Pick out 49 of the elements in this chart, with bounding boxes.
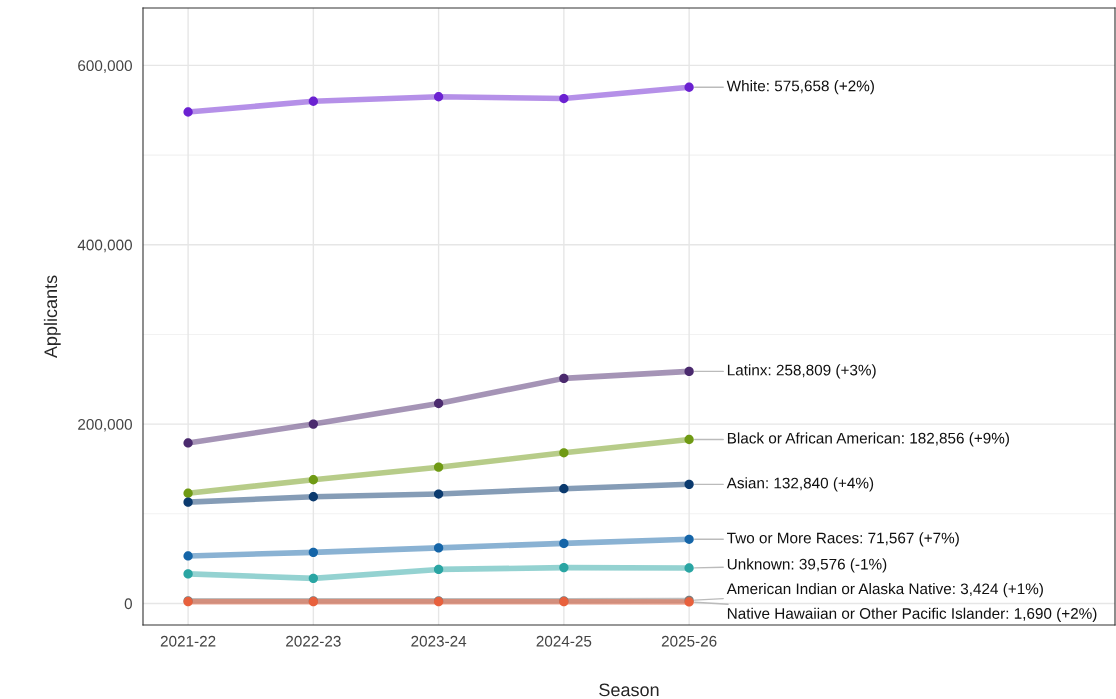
point bbox=[684, 563, 694, 573]
point bbox=[308, 419, 319, 429]
annotation: Black or African American: 182,856 (+9%) bbox=[727, 432, 1009, 447]
point bbox=[433, 92, 444, 102]
y-tick-label: 200,000 bbox=[78, 418, 132, 432]
x-axis-title: Season bbox=[599, 683, 659, 697]
y-tick-label: 0 bbox=[124, 598, 132, 610]
point bbox=[183, 107, 193, 117]
annotation: Asian: 132,840 (+4%) bbox=[726, 477, 874, 492]
point bbox=[559, 562, 569, 573]
point bbox=[183, 488, 193, 498]
annotation: Native Hawaiian or Other Pacific Islander: 1,690 (+2%) bbox=[727, 607, 1097, 622]
annotation: Latinx: 258,809 (+3%) bbox=[727, 364, 876, 379]
annotation: Two or More Races: 71,567 (+7%) bbox=[727, 532, 959, 547]
point bbox=[684, 479, 694, 489]
point bbox=[308, 573, 319, 584]
point bbox=[433, 462, 444, 472]
point bbox=[684, 534, 694, 544]
point bbox=[433, 489, 444, 499]
point bbox=[308, 475, 319, 485]
x-tick-label: 2025-26 bbox=[661, 635, 717, 647]
y-axis-title: Applicants bbox=[43, 275, 61, 359]
x-tick-label: 2022-23 bbox=[286, 635, 341, 647]
point bbox=[433, 564, 444, 575]
point bbox=[183, 438, 193, 448]
x-tick-label: 2023-24 bbox=[411, 635, 467, 647]
point bbox=[559, 373, 569, 384]
point bbox=[684, 366, 694, 377]
point bbox=[183, 551, 193, 561]
point bbox=[308, 96, 319, 106]
annotation: White: 575,658 (+2%) bbox=[726, 80, 874, 95]
point bbox=[559, 538, 569, 549]
point bbox=[308, 547, 319, 558]
point bbox=[433, 398, 444, 409]
annotation: Unknown: 39,576 (-1%) bbox=[727, 558, 887, 573]
point bbox=[308, 492, 319, 502]
point bbox=[559, 484, 569, 494]
point bbox=[433, 543, 444, 553]
x-tick-label: 2024-25 bbox=[536, 635, 592, 647]
point bbox=[183, 569, 193, 579]
point bbox=[684, 82, 694, 92]
annotation: American Indian or Alaska Native: 3,424 (+1%) bbox=[726, 583, 1043, 598]
point bbox=[559, 93, 569, 104]
y-tick-label: 600,000 bbox=[78, 60, 132, 73]
point bbox=[684, 434, 694, 445]
point bbox=[559, 448, 569, 458]
x-tick-label: 2021-22 bbox=[160, 635, 216, 647]
y-tick-label: 400,000 bbox=[77, 239, 132, 253]
point bbox=[183, 497, 193, 507]
